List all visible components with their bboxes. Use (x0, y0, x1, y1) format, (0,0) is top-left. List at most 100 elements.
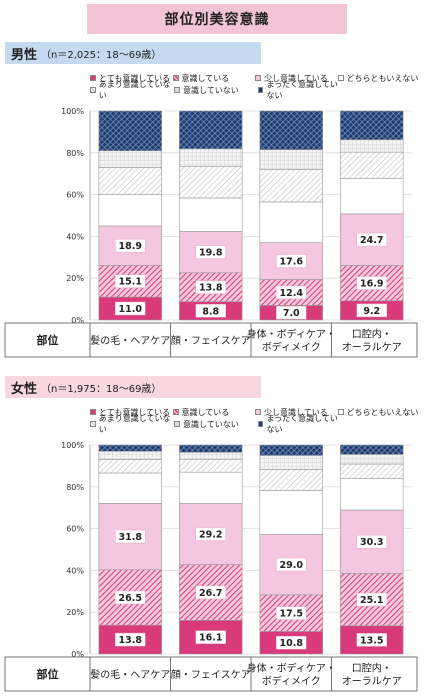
data-label-box (115, 238, 146, 253)
legend-swatch (90, 421, 96, 427)
male-legend: とても意識している 意識している 少し意識している どちらともいえない あまり意識してい… (90, 72, 420, 100)
bar-segment (179, 197, 243, 232)
data-label-box (356, 592, 387, 607)
legend-item: 意識していない (174, 419, 258, 430)
category-label: オーラルケア (342, 676, 402, 688)
legend-item: まったく意識していない (258, 79, 342, 101)
data-label: 26.7 (199, 588, 222, 599)
legend-label: どちらともいえない (346, 407, 419, 417)
bar-segment (259, 444, 323, 456)
legend-label: とても意識している (99, 73, 171, 83)
legend-swatch (90, 75, 96, 81)
data-label: 16.9 (360, 279, 383, 290)
chart-main-title: 部位別美容意識 (87, 4, 347, 34)
bar-segment (340, 444, 404, 455)
legend-swatch (337, 75, 344, 81)
panel-sample-size: （n＝1,975：18〜69歳） (41, 383, 162, 395)
data-label-box (276, 305, 307, 320)
bar-segment (259, 149, 323, 170)
data-label-box (276, 285, 307, 300)
bar-segment (340, 478, 404, 511)
bar-segment (179, 166, 243, 199)
bar-segment (98, 450, 162, 460)
data-label-box (195, 245, 226, 259)
panel-gender-label: 男性 (11, 47, 38, 63)
legend-swatch (258, 87, 264, 93)
category-label: 顔・フェイスケア (171, 334, 251, 347)
legend-label: まったく意識していない (266, 80, 338, 100)
y-tick-label: 80% (66, 149, 84, 158)
panel-gender-label: 女性 (11, 381, 38, 397)
row-header-label: 部位 (37, 667, 59, 681)
male-stacked-bar-chart: 0% 20% 40% 60% 80% 100% 11.0 15.1 18.9 8.8 13.8 19.… (4, 107, 418, 358)
data-label: 18.9 (119, 241, 142, 252)
y-tick-label: 40% (66, 566, 84, 575)
legend-item: 少し意識している (255, 407, 338, 418)
legend-item: あまり意識していない (90, 79, 174, 101)
legend-swatch (172, 409, 179, 415)
bar-segment (340, 454, 404, 465)
data-label: 8.8 (202, 306, 219, 317)
data-label-box (356, 534, 387, 549)
data-label-box (195, 304, 226, 318)
data-label-box (115, 590, 146, 605)
category-label: オーラルケア (342, 342, 402, 354)
bar-segment (340, 151, 404, 179)
legend-row: とても意識している 意識している 少し意識している どちらともいえない (90, 406, 420, 418)
data-label-box (356, 633, 387, 647)
female-legend: とても意識している 意識している 少し意識している どちらともいえない あまり意識してい… (90, 406, 420, 434)
y-tick-label: 40% (66, 232, 84, 241)
legend-item: 意識している (172, 73, 256, 84)
y-tick-label: 0% (71, 650, 84, 659)
y-tick-label: 100% (61, 107, 84, 116)
category-label: ボディメイク (262, 341, 321, 354)
male-chart-panel: 男性 （n＝2,025：18〜69歳） とても意識している 意識している 少し意識し… (0, 40, 448, 360)
female-panel-header: 女性 （n＝1,975：18〜69歳） (5, 376, 261, 398)
bar-segment (98, 472, 162, 504)
category-label: ボディメイク (262, 675, 321, 688)
bar-segment (179, 459, 243, 473)
category-label: 髪の毛・ヘアケア (90, 669, 170, 681)
data-label-box (195, 585, 226, 600)
data-label-box (195, 527, 226, 541)
data-label: 7.0 (283, 308, 300, 319)
legend-row: とても意識している 意識している 少し意識している どちらともいえない (90, 72, 420, 84)
data-label: 25.1 (360, 595, 383, 606)
legend-swatch (337, 409, 344, 415)
data-label-box (356, 303, 387, 318)
legend-item: あまり意識していない (90, 413, 174, 435)
data-label: 16.1 (199, 633, 222, 644)
data-label: 12.4 (280, 288, 304, 299)
bar-segment (98, 167, 162, 195)
bar-segment (259, 201, 323, 243)
legend-item: どちらともいえない (337, 407, 421, 418)
legend-swatch (90, 87, 96, 93)
category-label: 身体・ボディケア・ (247, 662, 336, 675)
data-label: 9.2 (363, 306, 380, 317)
legend-item: とても意識している (90, 73, 173, 84)
legend-label: 意識していない (183, 85, 239, 95)
bar-segment (179, 444, 243, 453)
category-label: 口腔内・ (352, 328, 392, 341)
data-label-box (276, 606, 307, 620)
legend-item: 意識している (172, 407, 256, 418)
legend-label: 意識していない (183, 419, 239, 429)
legend-swatch (90, 409, 96, 415)
data-label: 31.8 (119, 532, 143, 543)
bar-segment (98, 110, 162, 152)
category-label: 顔・フェイスケア (171, 668, 251, 681)
legend-swatch (258, 421, 264, 427)
legend-swatch (174, 87, 180, 93)
legend-label: 意識している (181, 73, 230, 83)
y-tick-label: 80% (66, 483, 84, 492)
legend-label: 少し意識している (264, 73, 328, 83)
legend-label: あまり意識していない (98, 414, 171, 434)
legend-item: 少し意識している (255, 73, 338, 84)
data-label: 17.5 (280, 609, 303, 620)
data-label-box (195, 630, 226, 644)
female-chart-panel: 女性 （n＝1,975：18〜69歳） とても意識している 意識している 少し意識し… (0, 374, 448, 694)
bar-segment (179, 452, 243, 460)
legend-row: あまり意識していない 意識していない まったく意識していない (90, 80, 420, 100)
data-label: 11.0 (119, 304, 143, 315)
category-label: 身体・ボディケア・ (247, 328, 336, 341)
